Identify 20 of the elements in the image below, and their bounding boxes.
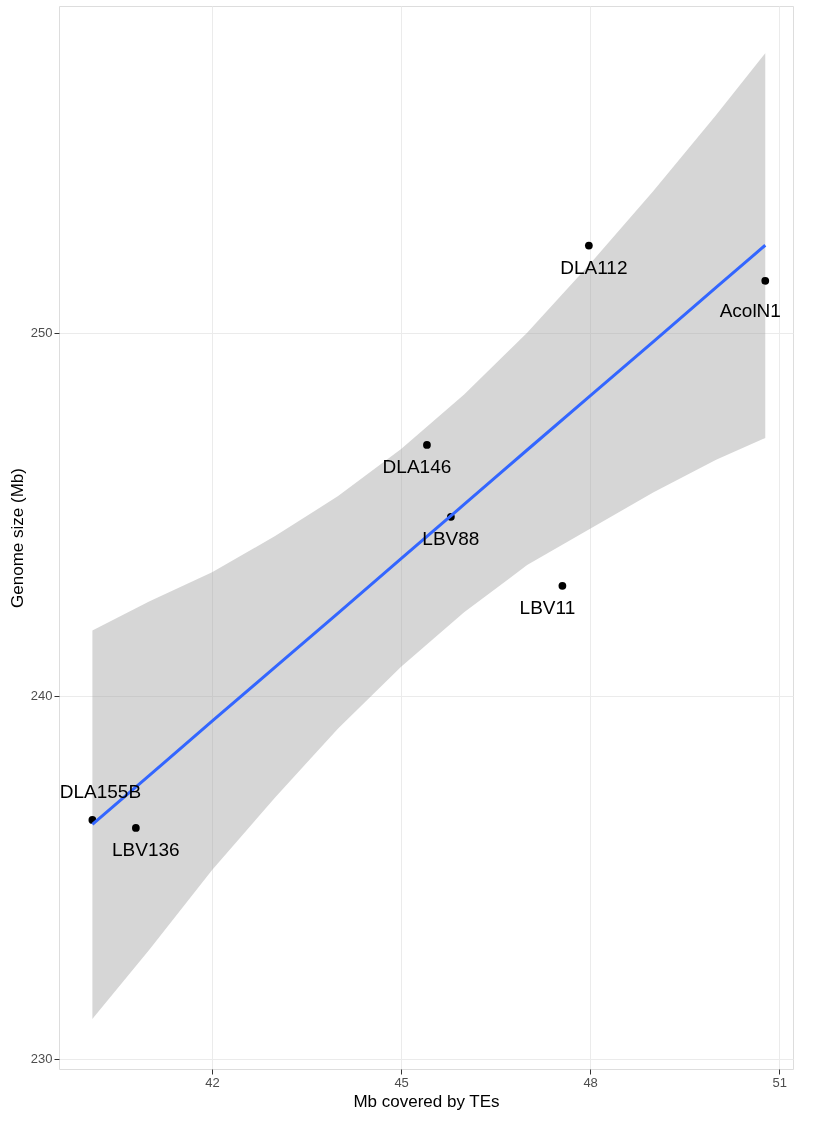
x-tick-label: 45 <box>394 1074 409 1090</box>
point <box>423 441 431 449</box>
x-tick-label: 48 <box>583 1074 598 1090</box>
y-tick-label: 240 <box>30 688 53 704</box>
point <box>131 824 140 832</box>
y-tick-label: 250 <box>30 325 53 341</box>
point <box>761 276 770 285</box>
annotation: DLA146 <box>382 455 452 477</box>
x-tick-label: 42 <box>205 1074 220 1090</box>
annotation: LBV88 <box>422 527 480 549</box>
point <box>558 581 567 590</box>
annotation: AcolN1 <box>719 299 781 321</box>
y-tick-label: 230 <box>30 1051 53 1067</box>
y-axis-title: Genome size (Mb) <box>7 468 27 608</box>
point <box>584 241 593 250</box>
annotation: LBV11 <box>519 596 576 618</box>
annotation: DLA112 <box>560 256 628 278</box>
annotation: LBV136 <box>112 838 180 860</box>
x-axis-title: Mb covered by TEs <box>353 1091 500 1111</box>
x-tick-label: 51 <box>772 1074 787 1090</box>
